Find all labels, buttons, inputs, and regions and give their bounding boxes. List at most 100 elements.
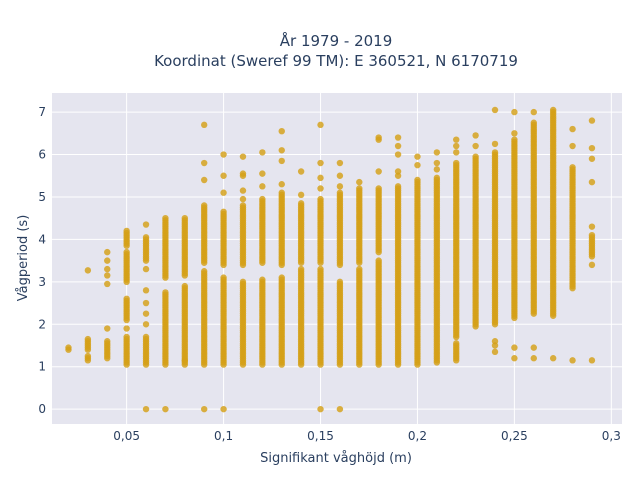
data-point [142, 221, 150, 228]
data-point [356, 265, 363, 273]
data-point [491, 338, 499, 345]
data-point [142, 333, 150, 341]
data-point [317, 185, 324, 192]
data-point [162, 405, 169, 413]
data-point [317, 405, 324, 413]
data-point [511, 355, 518, 362]
data-point [317, 265, 324, 273]
data-point [239, 153, 247, 160]
data-point [239, 195, 247, 203]
data-point [104, 338, 111, 345]
data-point [569, 142, 576, 150]
data-point [142, 321, 150, 328]
data-point [375, 185, 382, 192]
data-point [104, 325, 111, 332]
data-point [433, 159, 441, 167]
data-point [123, 333, 130, 341]
x-tick-label: 0,2 [408, 429, 427, 443]
data-point [588, 178, 596, 186]
data-point [123, 227, 130, 235]
y-tick-label: 7 [38, 105, 46, 119]
data-point [375, 257, 382, 264]
data-point [472, 142, 479, 150]
data-point [433, 174, 441, 182]
y-tick-label: 1 [38, 360, 46, 374]
data-point [123, 295, 130, 303]
y-tick-label: 2 [38, 317, 46, 331]
data-point [162, 214, 169, 222]
data-point [394, 151, 402, 158]
y-tick-label: 4 [38, 232, 46, 246]
data-point [104, 280, 111, 288]
data-point [239, 278, 247, 286]
data-point [142, 265, 150, 273]
data-point [549, 106, 557, 114]
data-point [336, 405, 344, 413]
data-point [104, 265, 111, 273]
data-point [336, 172, 344, 179]
x-tick-label: 0,15 [307, 429, 334, 443]
data-point [278, 147, 285, 154]
data-point [588, 357, 596, 364]
data-point [375, 134, 382, 141]
data-point [200, 121, 208, 129]
data-point [530, 355, 537, 362]
x-tick-label: 0,1 [214, 429, 233, 443]
data-point [511, 108, 518, 116]
data-point [200, 268, 208, 275]
data-point [181, 282, 189, 290]
data-point [142, 299, 150, 307]
data-point [142, 234, 150, 241]
data-point [588, 144, 596, 152]
data-point [394, 183, 402, 190]
y-axis-title: Vågperiod (s) [16, 215, 31, 302]
data-point [104, 257, 111, 264]
data-point [491, 106, 499, 114]
data-point [239, 187, 247, 194]
chart-title: År 1979 - 2019 [280, 31, 393, 50]
data-point [453, 159, 460, 167]
data-point [278, 181, 285, 188]
data-point [259, 149, 266, 156]
x-axis-title: Signifikant våghöjd (m) [260, 451, 412, 466]
y-tick-label: 0 [38, 402, 46, 416]
data-point [200, 202, 208, 209]
data-point [220, 208, 227, 216]
data-point [200, 405, 208, 413]
data-point [375, 168, 382, 175]
data-point [491, 149, 499, 156]
data-point [220, 151, 227, 158]
data-point [511, 136, 518, 143]
data-point [259, 276, 266, 283]
data-point [239, 202, 247, 209]
data-point [220, 274, 227, 281]
data-point [588, 223, 596, 230]
data-point [259, 170, 266, 177]
data-point [414, 153, 421, 160]
data-point [317, 159, 324, 167]
data-point [530, 119, 537, 126]
data-point [433, 166, 441, 173]
data-point [414, 161, 421, 169]
data-point [297, 200, 305, 207]
y-tick-labels: 0 1 2 3 4 5 6 7 [38, 105, 46, 416]
data-point [84, 335, 92, 343]
data-point [278, 127, 285, 135]
data-point [356, 178, 363, 186]
data-point [259, 183, 266, 190]
data-point [162, 289, 169, 296]
data-point [569, 164, 576, 171]
data-point [453, 136, 460, 143]
x-tick-label: 0,3 [602, 429, 621, 443]
data-point [588, 117, 596, 124]
data-point [84, 267, 92, 274]
data-point [317, 121, 324, 129]
data-point [259, 195, 266, 203]
data-point [472, 132, 479, 139]
data-point [142, 287, 150, 294]
data-point [356, 185, 363, 192]
y-tick-label: 5 [38, 190, 46, 204]
data-point [336, 278, 344, 286]
data-point [181, 214, 189, 222]
data-point [588, 155, 596, 162]
